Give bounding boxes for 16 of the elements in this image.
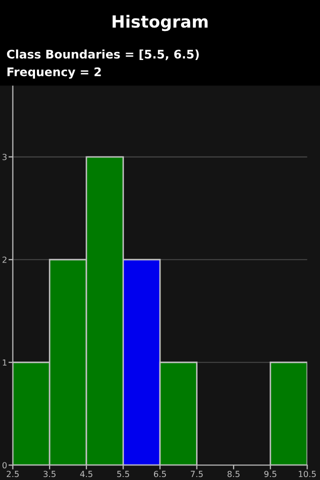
text: Class Boundaries = [5.5, 6.5) (6, 49, 199, 60)
y-tick-label: 3 (2, 154, 7, 160)
x-tick-label: 3.5 (44, 470, 56, 478)
x-tick-label: 10.5 (298, 470, 316, 478)
x-tick-label: 8.5 (228, 470, 240, 478)
x-tick-label: 5.5 (117, 470, 130, 478)
y-tick-label: 0 (2, 462, 7, 468)
x-tick-label: 2.5 (6, 470, 19, 478)
y-tick-label: 1 (2, 359, 6, 366)
text: Frequency = 2 (7, 67, 101, 79)
chart-title: Histogram (112, 14, 208, 32)
y-tick-label: 2 (2, 256, 6, 263)
x-tick-label: 6.5 (154, 470, 166, 478)
x-tick-label: 7.5 (190, 470, 203, 478)
x-tick-label: 9.5 (264, 470, 276, 478)
x-tick-label: 4.5 (80, 470, 92, 478)
